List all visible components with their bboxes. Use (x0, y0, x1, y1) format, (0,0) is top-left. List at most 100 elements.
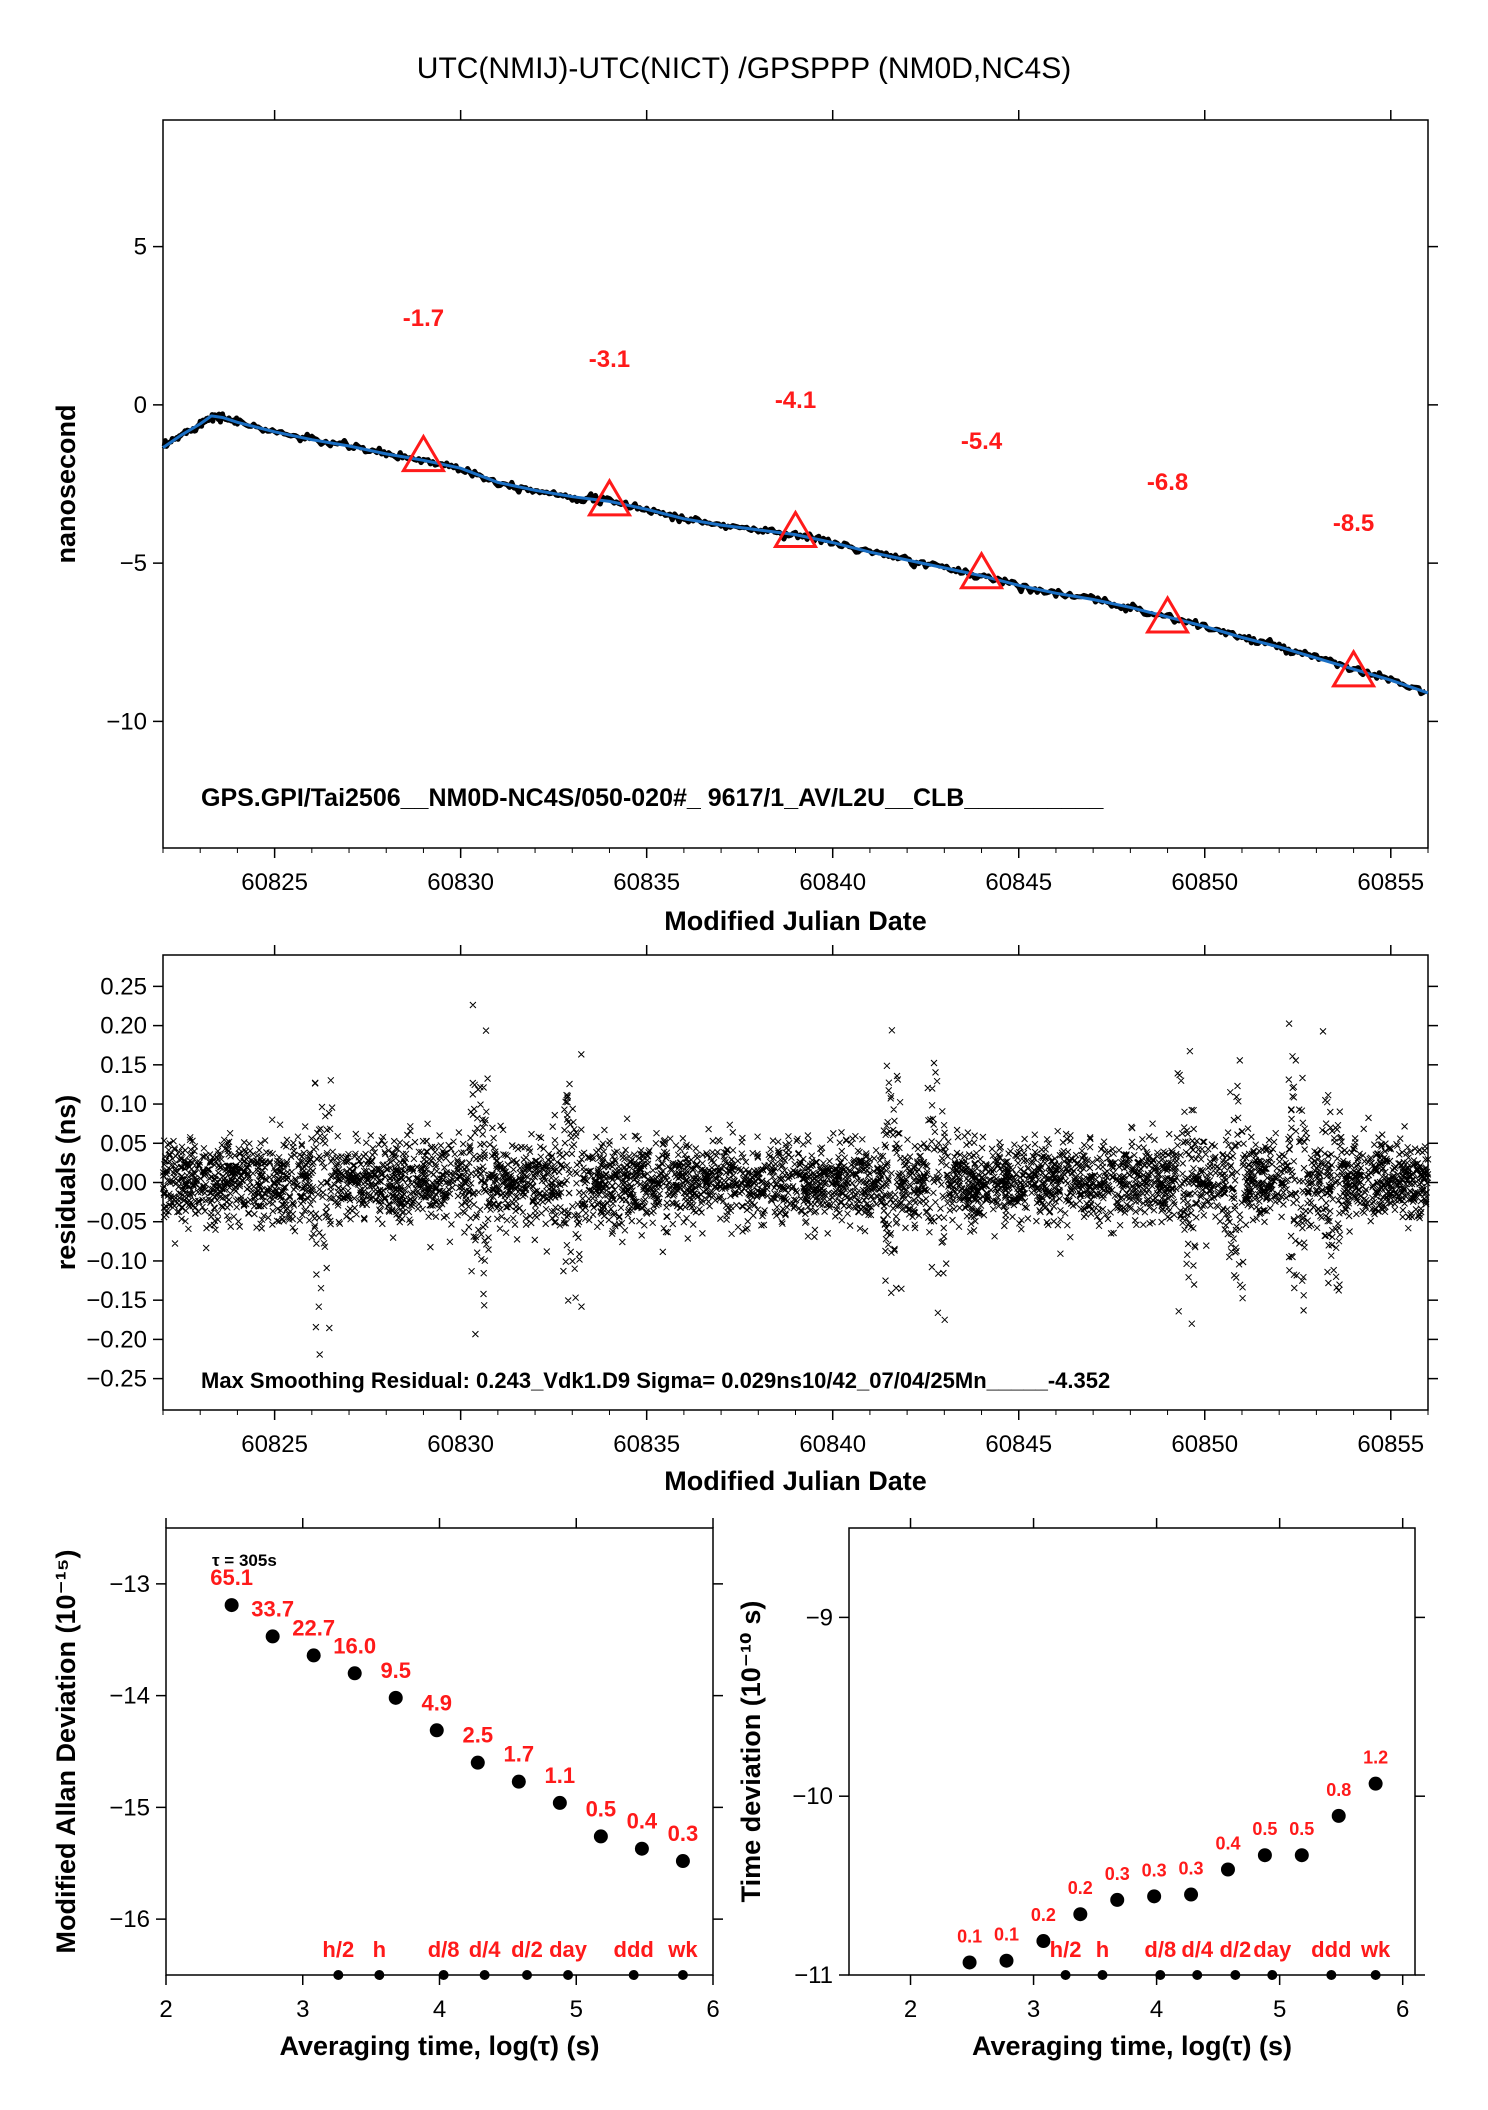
tdev-point-label: 1.2 (1363, 1748, 1388, 1768)
ts-smoothed-series (162, 414, 1429, 695)
tdev-point-label: 0.5 (1252, 1819, 1277, 1839)
ts-ytick-label: −10 (106, 708, 147, 735)
mdev-ref-mark (628, 1970, 639, 1980)
tdev-ref-label: wk (1360, 1937, 1391, 1962)
mdev-ref-mark (333, 1970, 344, 1980)
mdev-point (306, 1648, 321, 1663)
res-xtick-label: 60840 (799, 1431, 866, 1458)
mdev-xtick-label: 4 (433, 1996, 446, 2023)
res-xtick-label: 60850 (1171, 1431, 1238, 1458)
tdev-ref-label: h/2 (1050, 1937, 1082, 1962)
mdev-plot-frame (165, 1527, 714, 1976)
tdev-ref-label: d/8 (1144, 1937, 1176, 1962)
res-xtick-label: 60845 (985, 1431, 1052, 1458)
ts-marker-triangle (958, 550, 1005, 590)
tdev-plot-frame (848, 1527, 1416, 1976)
res-ytick-label: 0.10 (100, 1091, 147, 1118)
mdev-point (429, 1723, 444, 1738)
tdev-point-label: 0.8 (1326, 1780, 1351, 1800)
figure-title: UTC(NMIJ)-UTC(NICT) /GPSPPP (NM0D,NC4S) (417, 52, 1071, 85)
ts-marker-triangle (586, 477, 633, 517)
mdev-ref-mark (563, 1970, 574, 1980)
ts-marker-triangle (772, 509, 819, 549)
mdev-xtick-label: 3 (296, 1996, 309, 2023)
tdev-ref-mark (1097, 1970, 1108, 1980)
tdev-point (1110, 1892, 1125, 1907)
mdev-ref-label: h (373, 1937, 386, 1962)
mdev-point-label: 22.7 (292, 1615, 335, 1640)
mdev-point-label: 4.9 (421, 1690, 452, 1715)
tdev-point (1036, 1934, 1051, 1949)
ts-marker-triangle (400, 433, 447, 473)
mdev-point-label: 33.7 (251, 1596, 294, 1621)
tdev-point-label: 0.1 (994, 1925, 1019, 1945)
ts-marker-label: -8.5 (1333, 510, 1374, 537)
mdev-xtick-label: 6 (706, 1996, 719, 2023)
tdev-point (1294, 1848, 1309, 1863)
tdev-ytick-label: −9 (806, 1604, 833, 1631)
mdev-point-label: 65.1 (210, 1565, 253, 1590)
ts-marker-label: -6.8 (1147, 469, 1188, 496)
ts-xtick-label: 60835 (613, 869, 680, 896)
res-ylabel: residuals (ns) (51, 1095, 81, 1271)
res-ytick-label: 0.05 (100, 1130, 147, 1157)
mdev-point-label: 0.5 (586, 1796, 617, 1821)
tdev-point-label: 0.5 (1289, 1819, 1314, 1839)
ts-marker-label: -5.4 (961, 428, 1003, 455)
mdev-ref-label: day (549, 1937, 588, 1962)
ts-marker-label: -4.1 (775, 387, 816, 414)
tdev-xtick-label: 5 (1273, 1996, 1286, 2023)
mdev-point (388, 1690, 403, 1705)
ts-xlabel: Modified Julian Date (664, 906, 927, 936)
mdev-point-label: 0.3 (668, 1821, 699, 1846)
res-annotation: Max Smoothing Residual: 0.243_Vdk1.D9 Si… (201, 1368, 1110, 1393)
ts-marker-label: -3.1 (589, 346, 630, 373)
tdev-point-label: 0.2 (1068, 1878, 1093, 1898)
ts-ytick-label: −5 (120, 550, 147, 577)
tdev-point-label: 0.1 (957, 1926, 982, 1946)
tdev-ref-label: d/2 (1219, 1937, 1251, 1962)
tdev-ytick-label: −11 (794, 1962, 833, 1989)
mdev-point (511, 1774, 526, 1789)
tdev-ref-mark (1370, 1970, 1381, 1980)
res-ytick-label: −0.20 (86, 1326, 147, 1353)
ts-ytick-label: 5 (134, 234, 147, 261)
tdev-point (1331, 1808, 1346, 1823)
tdev-ref-mark (1267, 1970, 1278, 1980)
tdev-ref-mark (1326, 1970, 1337, 1980)
tdev-ref-label: ddd (1311, 1937, 1351, 1962)
mdev-point-label: 9.5 (380, 1658, 411, 1683)
ts-xtick-label: 60850 (1171, 869, 1238, 896)
res-xlabel: Modified Julian Date (664, 1466, 927, 1496)
mdev-point (265, 1629, 280, 1644)
tdev-ytick-label: −10 (792, 1783, 833, 1810)
mdev-ref-mark (677, 1970, 688, 1980)
tdev-point-label: 0.3 (1105, 1864, 1130, 1884)
tdev-point (1073, 1907, 1088, 1922)
mdev-ytick-label: −13 (109, 1571, 150, 1598)
res-ytick-label: −0.15 (86, 1287, 147, 1314)
mdev-point-label: 1.1 (545, 1763, 576, 1788)
mdev-point (347, 1666, 362, 1681)
res-ytick-label: 0.25 (100, 973, 147, 1000)
mdev-point (675, 1854, 690, 1869)
mdev-ref-mark (479, 1970, 490, 1980)
mdev-point (224, 1598, 239, 1613)
tdev-ref-mark (1155, 1970, 1166, 1980)
res-ytick-label: 0.20 (100, 1013, 147, 1040)
res-xtick-label: 60825 (241, 1431, 308, 1458)
res-ytick-label: −0.25 (86, 1366, 147, 1393)
res-ytick-label: −0.05 (86, 1209, 147, 1236)
mdev-ref-label: d/2 (511, 1937, 543, 1962)
res-xtick-label: 60855 (1357, 1431, 1424, 1458)
tdev-point-label: 0.3 (1179, 1859, 1204, 1879)
tdev-ref-mark (1192, 1970, 1203, 1980)
mdev-xlabel: Averaging time, log(τ) (s) (279, 2031, 599, 2061)
tdev-ref-mark (1230, 1970, 1241, 1980)
mdev-point (470, 1755, 485, 1770)
mdev-tau-label: τ = 305s (212, 1551, 277, 1570)
mdev-ref-mark (374, 1970, 385, 1980)
mdev-point (552, 1795, 567, 1810)
